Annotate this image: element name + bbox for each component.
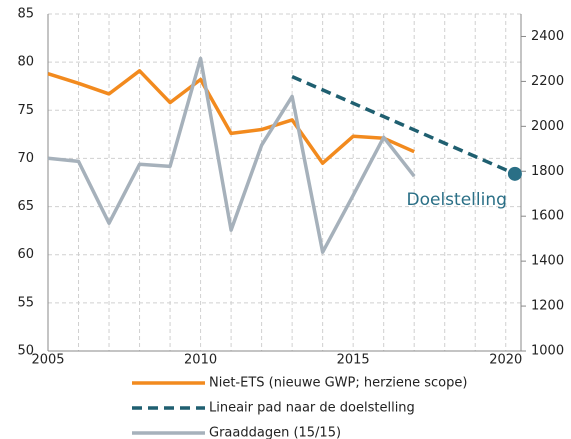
x-tick-label: 2005 [31, 353, 64, 368]
y-tick-label: 65 [17, 199, 34, 214]
y-tick-label: 55 [17, 295, 34, 310]
y2-tick-label: 2400 [531, 29, 564, 44]
series-line [47, 69, 415, 165]
y-tick-label: 75 [17, 103, 34, 118]
y2-tick-label: 1200 [531, 299, 564, 314]
y2-tick-label: 1400 [531, 254, 564, 269]
y-tick-label: 80 [17, 55, 34, 70]
target-label: Doelstelling [407, 190, 507, 210]
y2-tick-label: 1000 [531, 344, 564, 359]
y2-tick-label: 1600 [531, 209, 564, 224]
y2-tick-label: 1800 [531, 164, 564, 179]
y-tick-label: 70 [17, 151, 34, 166]
x-tick-label: 2020 [489, 353, 522, 368]
y-tick-label: 60 [17, 247, 34, 262]
y-tick-label: 85 [17, 7, 34, 22]
target-dot [507, 166, 522, 181]
y2-tick-label: 2200 [531, 74, 564, 89]
y-tick-label: 50 [17, 344, 34, 359]
legend-label: Niet-ETS (nieuwe GWP; herziene scope) [209, 376, 467, 391]
y2-tick-label: 2000 [531, 119, 564, 134]
series-line [47, 56, 416, 254]
x-tick-label: 2015 [337, 353, 370, 368]
legend-label: Graaddagen (15/15) [209, 426, 341, 439]
series-line [291, 74, 516, 176]
x-tick-label: 2010 [184, 353, 217, 368]
legend-label: Lineair pad naar de doelstelling [209, 401, 415, 416]
